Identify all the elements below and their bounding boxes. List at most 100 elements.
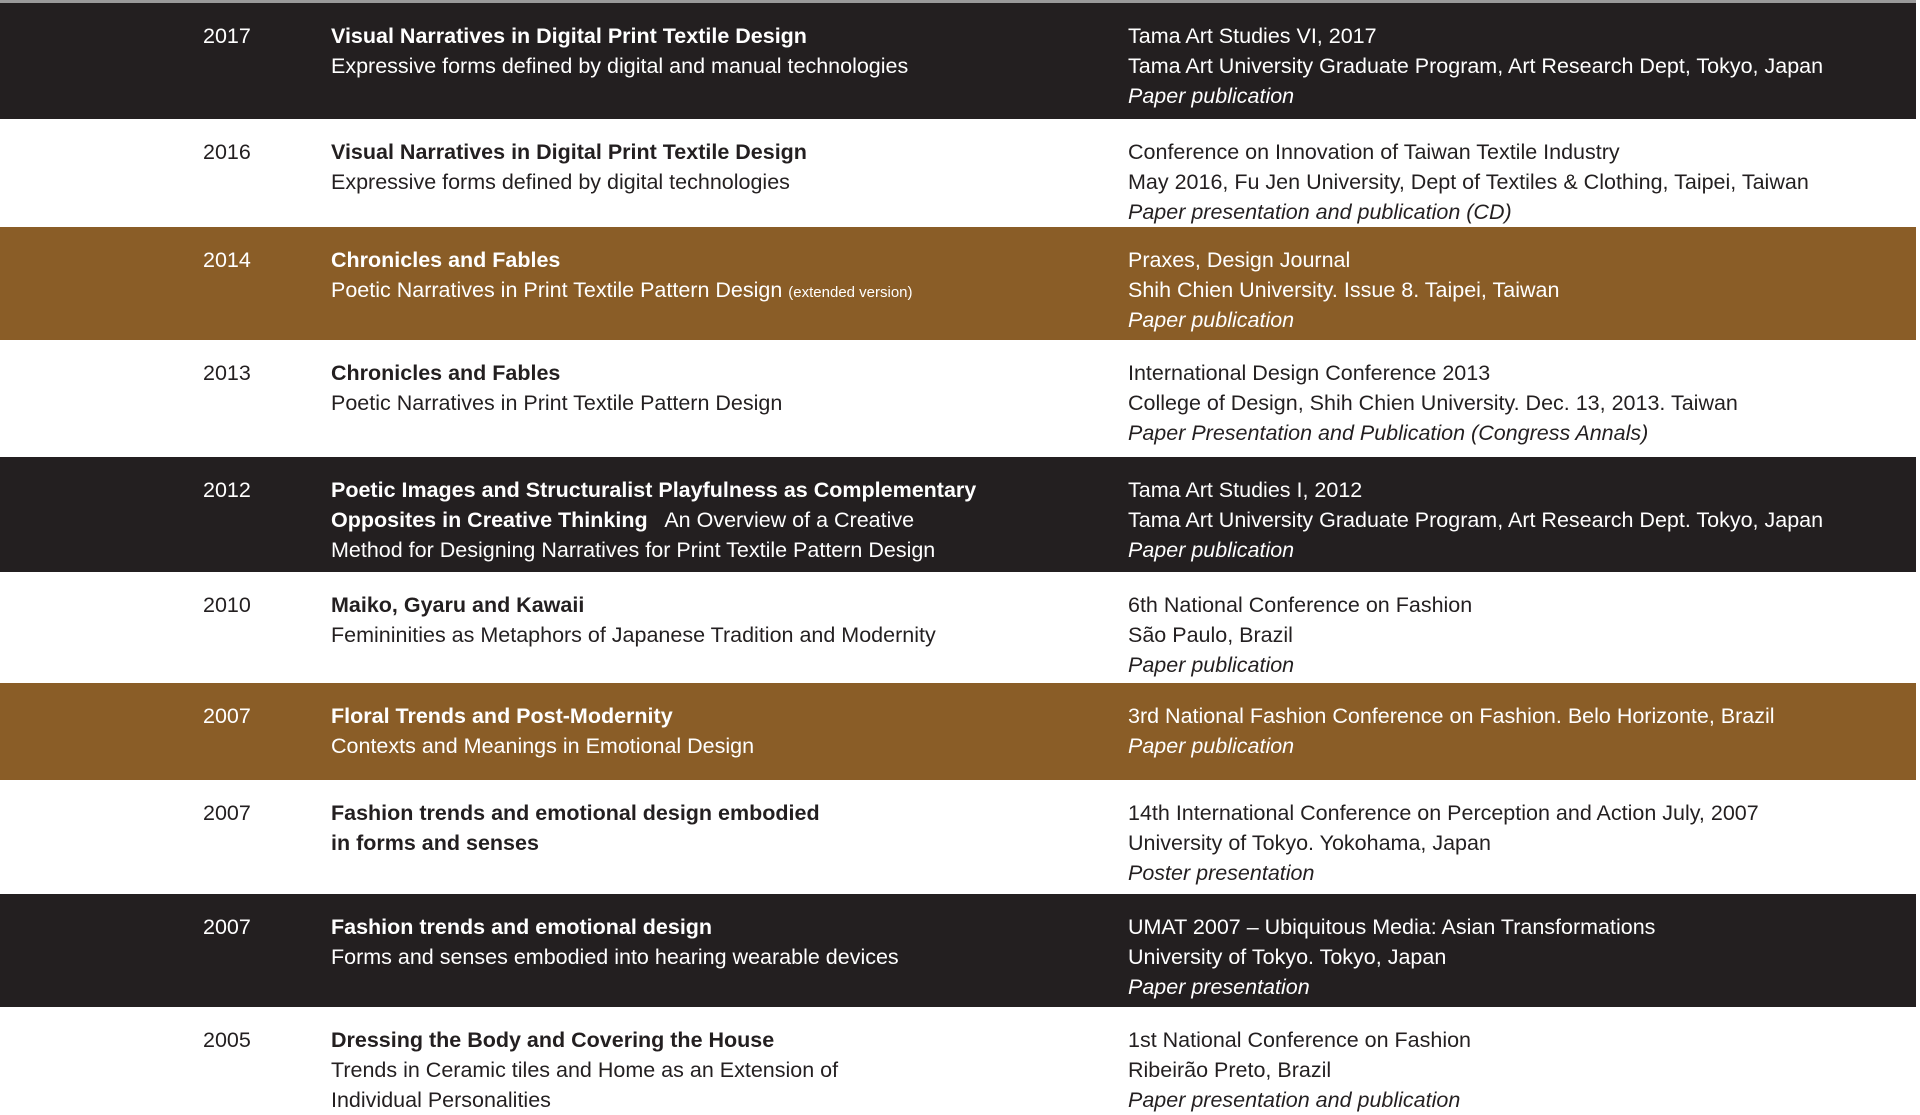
publication-venue: International Design Conference 2013 Coll…	[1128, 358, 1738, 448]
publication-year: 2007	[203, 704, 251, 728]
publication-year: 2012	[203, 478, 251, 502]
publication-year: 2017	[203, 24, 251, 48]
publication-row: 2016 Visual Narratives in Digital Print T…	[0, 119, 1916, 227]
title-text: Opposites in Creative Thinking	[331, 508, 648, 532]
publication-venue: 6th National Conference on Fashion São Pa…	[1128, 590, 1472, 680]
title-line: Visual Narratives in Digital Print Texti…	[331, 21, 908, 51]
title-line: Method for Designing Narratives for Prin…	[331, 535, 976, 565]
publication-type: Paper publication	[1128, 538, 1295, 562]
title-line: Forms and senses embodied into hearing w…	[331, 942, 899, 972]
publication-year: 2007	[203, 915, 251, 939]
publication-title: Dressing the Body and Covering the House…	[331, 1025, 838, 1115]
title-line: Poetic Narratives in Print Textile Patte…	[331, 388, 782, 418]
publication-year: 2014	[203, 248, 251, 272]
title-line: Floral Trends and Post-Modernity	[331, 701, 754, 731]
title-line: Poetic Images and Structuralist Playfuln…	[331, 475, 976, 505]
title-line: Chronicles and Fables	[331, 358, 782, 388]
subtitle-text: Poetic Narratives in Print Textile Patte…	[331, 278, 789, 302]
publication-year: 2010	[203, 593, 251, 617]
publication-title: Maiko, Gyaru and Kawaii Femininities as M…	[331, 590, 936, 650]
publication-year: 2016	[203, 140, 251, 164]
venue-line: International Design Conference 2013	[1128, 361, 1491, 385]
title-line: Individual Personalities	[331, 1085, 838, 1115]
title-text: Chronicles and Fables	[331, 248, 561, 272]
publication-type: Paper presentation	[1128, 975, 1310, 999]
title-text: in forms and senses	[331, 831, 539, 855]
venue-line: Praxes, Design Journal	[1128, 248, 1351, 272]
subtitle-text: Trends in Ceramic tiles and Home as an E…	[331, 1058, 839, 1082]
publication-row: 2007 Floral Trends and Post-Modernity Cont…	[0, 683, 1916, 780]
publication-type: Paper presentation and publication (CD)	[1128, 200, 1512, 224]
venue-line: 6th National Conference on Fashion	[1128, 593, 1473, 617]
venue-line: 14th International Conference on Percept…	[1128, 801, 1759, 825]
publication-row: 2013 Chronicles and Fables Poetic Narrativ…	[0, 340, 1916, 457]
publication-year: 2007	[203, 801, 251, 825]
title-line: Visual Narratives in Digital Print Texti…	[331, 137, 807, 167]
publication-title: Visual Narratives in Digital Print Texti…	[331, 137, 807, 197]
venue-line: 1st National Conference on Fashion	[1128, 1028, 1472, 1052]
publication-title: Visual Narratives in Digital Print Texti…	[331, 21, 908, 81]
venue-line: College of Design, Shih Chien University…	[1128, 391, 1738, 415]
title-line: Dressing the Body and Covering the House	[331, 1025, 838, 1055]
subtitle-text: (extended version)	[788, 284, 913, 301]
venue-line: Tama Art Studies VI, 2017	[1128, 24, 1377, 48]
publication-venue: 14th International Conference on Percept…	[1128, 798, 1759, 888]
title-line: Femininities as Metaphors of Japanese Tr…	[331, 620, 936, 650]
subtitle-text: Forms and senses embodied into hearing w…	[331, 945, 899, 969]
title-text: Fashion trends and emotional design	[331, 915, 713, 939]
venue-line: Tama Art Studies I, 2012	[1128, 478, 1363, 502]
venue-line: University of Tokyo. Yokohama, Japan	[1128, 831, 1491, 855]
title-text: Poetic Images and Structuralist Playfuln…	[331, 478, 977, 502]
venue-line: Conference on Innovation of Taiwan Texti…	[1128, 140, 1620, 164]
publication-row: 2007 Fashion trends and emotional design F…	[0, 894, 1916, 1007]
publication-row: 2005 Dressing the Body and Covering the H…	[0, 1007, 1916, 1112]
publication-venue: Conference on Innovation of Taiwan Texti…	[1128, 137, 1809, 227]
publication-venue: 1st National Conference on Fashion Ribeir…	[1128, 1025, 1471, 1115]
publication-title: Fashion trends and emotional design Forms…	[331, 912, 899, 972]
publication-type: Paper presentation and publication	[1128, 1088, 1461, 1112]
title-line: Maiko, Gyaru and Kawaii	[331, 590, 936, 620]
title-text: Floral Trends and Post-Modernity	[331, 704, 673, 728]
publication-venue: 3rd National Fashion Conference on Fashi…	[1128, 701, 1775, 761]
publication-venue: Tama Art Studies VI, 2017 Tama Art Univer…	[1128, 21, 1823, 111]
publication-type: Paper publication	[1128, 308, 1295, 332]
publication-row: 2017 Visual Narratives in Digital Print T…	[0, 3, 1916, 119]
publication-type: Paper publication	[1128, 734, 1295, 758]
publication-title: Fashion trends and emotional design embo…	[331, 798, 820, 858]
venue-line: Tama Art University Graduate Program, Ar…	[1128, 508, 1824, 532]
publication-type: Poster presentation	[1128, 861, 1315, 885]
title-line: Fashion trends and emotional design embo…	[331, 798, 820, 828]
subtitle-text: Expressive forms defined by digital tech…	[331, 170, 790, 194]
venue-line: Ribeirão Preto, Brazil	[1128, 1058, 1332, 1082]
venue-line: 3rd National Fashion Conference on Fashi…	[1128, 704, 1775, 728]
title-line: Contexts and Meanings in Emotional Desig…	[331, 731, 754, 761]
publication-type: Paper publication	[1128, 84, 1295, 108]
publication-venue: Praxes, Design Journal Shih Chien Univers…	[1128, 245, 1559, 335]
publication-row: 2007 Fashion trends and emotional design …	[0, 780, 1916, 894]
publication-title: Chronicles and Fables Poetic Narratives i…	[331, 245, 913, 308]
title-line: in forms and senses	[331, 828, 820, 858]
title-text: Chronicles and Fables	[331, 361, 561, 385]
venue-line: Tama Art University Graduate Program, Ar…	[1128, 54, 1824, 78]
title-line: Expressive forms defined by digital and …	[331, 51, 908, 81]
venue-line: São Paulo, Brazil	[1128, 623, 1293, 647]
publication-title: Poetic Images and Structuralist Playfuln…	[331, 475, 976, 565]
publication-venue: Tama Art Studies I, 2012 Tama Art Univers…	[1128, 475, 1823, 565]
publication-row: 2010 Maiko, Gyaru and Kawaii Femininities …	[0, 572, 1916, 683]
subtitle-text: An Overview of a Creative	[647, 508, 915, 532]
title-text: Visual Narratives in Digital Print Texti…	[331, 140, 807, 164]
venue-line: Shih Chien University. Issue 8. Taipei, …	[1128, 278, 1560, 302]
title-line: Chronicles and Fables	[331, 245, 913, 275]
subtitle-text: Individual Personalities	[331, 1088, 551, 1112]
title-line: Fashion trends and emotional design	[331, 912, 899, 942]
title-text: Visual Narratives in Digital Print Texti…	[331, 24, 807, 48]
title-text: Dressing the Body and Covering the House	[331, 1028, 775, 1052]
publication-year: 2005	[203, 1028, 251, 1052]
title-text: Maiko, Gyaru and Kawaii	[331, 593, 585, 617]
venue-line: May 2016, Fu Jen University, Dept of Tex…	[1128, 170, 1809, 194]
subtitle-text: Contexts and Meanings in Emotional Desig…	[331, 734, 755, 758]
publication-title: Chronicles and Fables Poetic Narratives i…	[331, 358, 782, 418]
title-line: Opposites in Creative Thinking An Overvi…	[331, 505, 976, 535]
subtitle-text: Femininities as Metaphors of Japanese Tr…	[331, 623, 936, 647]
title-line: Trends in Ceramic tiles and Home as an E…	[331, 1055, 838, 1085]
